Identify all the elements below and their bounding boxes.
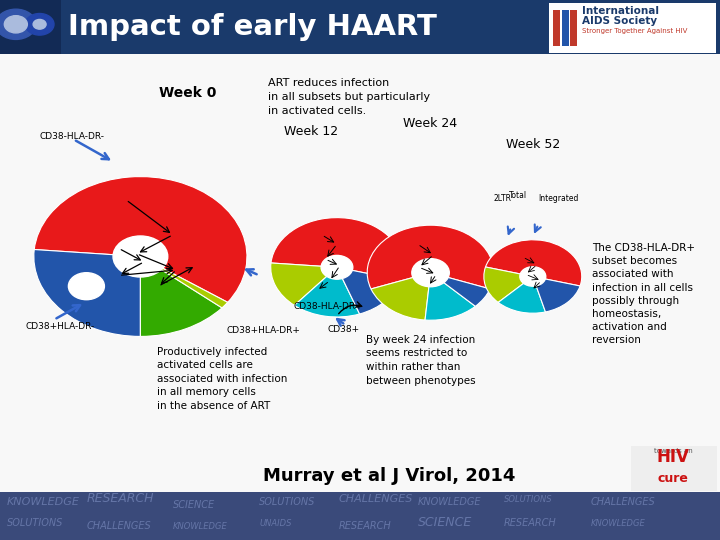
Text: Week 12: Week 12: [284, 125, 338, 138]
Text: Week 0: Week 0: [158, 86, 216, 100]
Text: International: International: [582, 6, 659, 16]
Text: By week 24 infection
seems restricted to
within rather than
between phenotypes: By week 24 infection seems restricted to…: [366, 335, 475, 386]
Text: Murray et al J Virol, 2014: Murray et al J Virol, 2014: [263, 467, 515, 485]
Wedge shape: [485, 240, 582, 286]
Circle shape: [0, 9, 36, 39]
FancyBboxPatch shape: [549, 3, 716, 53]
Circle shape: [113, 236, 168, 277]
Wedge shape: [371, 273, 431, 320]
Text: HIV: HIV: [657, 448, 690, 465]
FancyBboxPatch shape: [0, 492, 720, 540]
Text: CHALLENGES: CHALLENGES: [86, 521, 151, 531]
Text: CD38-HLA-DR-: CD38-HLA-DR-: [40, 132, 104, 140]
Text: SCIENCE: SCIENCE: [418, 516, 472, 530]
Wedge shape: [35, 177, 247, 302]
Wedge shape: [367, 225, 494, 289]
Text: Productively infected
activated cells are
associated with infection
in all memor: Productively infected activated cells ar…: [157, 347, 287, 411]
Text: ART reduces infection
in all subsets but particularly
in activated cells.: ART reduces infection in all subsets but…: [268, 78, 430, 116]
Text: cure: cure: [658, 471, 688, 485]
Wedge shape: [271, 218, 403, 280]
Wedge shape: [140, 256, 222, 336]
Circle shape: [321, 255, 353, 279]
Circle shape: [412, 259, 449, 287]
Text: CD38+HLA-DR+: CD38+HLA-DR+: [227, 326, 301, 335]
FancyBboxPatch shape: [562, 10, 569, 46]
Text: RESEARCH: RESEARCH: [338, 521, 391, 531]
Wedge shape: [431, 273, 490, 306]
Wedge shape: [337, 267, 401, 314]
Wedge shape: [271, 263, 337, 305]
Wedge shape: [425, 273, 475, 320]
Text: RESEARCH: RESEARCH: [504, 518, 557, 529]
Text: SCIENCE: SCIENCE: [173, 500, 215, 510]
FancyBboxPatch shape: [553, 10, 560, 46]
Wedge shape: [34, 249, 140, 336]
Text: Total: Total: [509, 191, 528, 200]
Circle shape: [4, 16, 27, 33]
Text: KNOWLEDGE: KNOWLEDGE: [590, 519, 645, 529]
Text: towards an: towards an: [654, 448, 693, 454]
Wedge shape: [484, 267, 533, 302]
Text: The CD38-HLA-DR+
subset becomes
associated with
infection in all cells
possibly : The CD38-HLA-DR+ subset becomes associat…: [592, 243, 695, 346]
Text: KNOWLEDGE: KNOWLEDGE: [7, 497, 80, 507]
Wedge shape: [533, 276, 580, 312]
Text: CHALLENGES: CHALLENGES: [338, 494, 413, 504]
Text: KNOWLEDGE: KNOWLEDGE: [173, 522, 228, 531]
Circle shape: [33, 19, 46, 29]
Text: SOLUTIONS: SOLUTIONS: [504, 495, 553, 504]
Text: KNOWLEDGE: KNOWLEDGE: [418, 497, 481, 507]
Wedge shape: [294, 267, 359, 317]
Text: UNAIDS: UNAIDS: [259, 519, 292, 529]
Text: Week 24: Week 24: [403, 117, 458, 130]
Text: SOLUTIONS: SOLUTIONS: [259, 497, 315, 507]
Text: CD38+: CD38+: [328, 325, 360, 334]
Circle shape: [520, 267, 546, 286]
Text: SOLUTIONS: SOLUTIONS: [7, 518, 63, 529]
Text: Impact of early HAART: Impact of early HAART: [68, 13, 437, 41]
Text: CD38+HLA-DR-: CD38+HLA-DR-: [26, 322, 95, 331]
Text: CD38-HLA-DR+: CD38-HLA-DR+: [294, 302, 364, 311]
FancyBboxPatch shape: [631, 446, 717, 491]
FancyBboxPatch shape: [0, 0, 720, 54]
Text: Week 52: Week 52: [505, 138, 560, 151]
Text: 2LTR: 2LTR: [494, 194, 511, 203]
Circle shape: [25, 14, 54, 35]
Text: CHALLENGES: CHALLENGES: [590, 497, 655, 507]
FancyBboxPatch shape: [0, 0, 61, 54]
FancyBboxPatch shape: [0, 54, 720, 492]
Text: RESEARCH: RESEARCH: [86, 492, 154, 505]
Text: AIDS Society: AIDS Society: [582, 16, 657, 26]
Wedge shape: [498, 276, 546, 313]
Wedge shape: [140, 256, 228, 308]
Text: Integrated: Integrated: [538, 194, 578, 203]
Text: Stronger Together Against HIV: Stronger Together Against HIV: [582, 29, 687, 35]
Circle shape: [68, 273, 104, 300]
FancyBboxPatch shape: [570, 10, 577, 46]
